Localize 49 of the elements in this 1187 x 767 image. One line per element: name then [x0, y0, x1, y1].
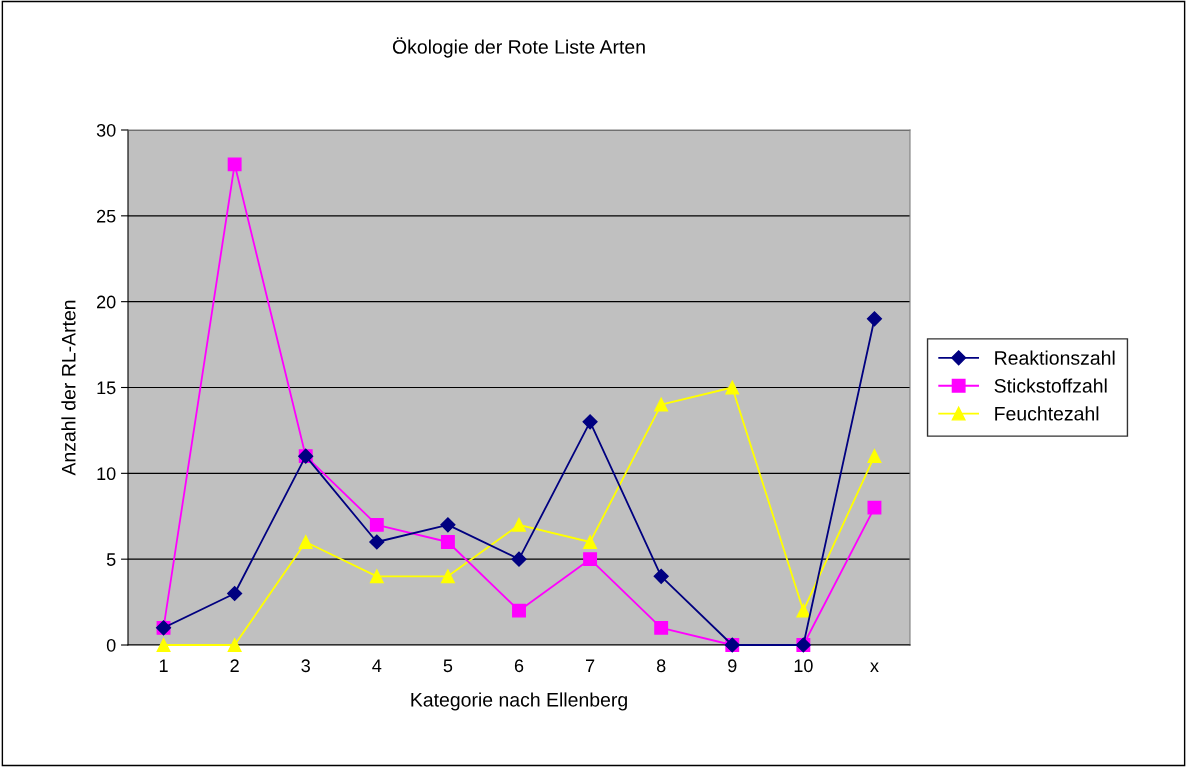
- point: [582, 414, 598, 430]
- y-tick-label: 0: [106, 638, 116, 652]
- point: [583, 535, 598, 549]
- x-tick-label: x: [870, 662, 879, 672]
- point: [654, 620, 669, 635]
- point: [227, 157, 242, 172]
- legend-label: Stickstoffzahl: [994, 378, 1107, 393]
- x-tick-label: 4: [372, 659, 382, 672]
- point: [867, 449, 882, 464]
- x-tick-label: 7: [586, 659, 595, 672]
- y-tick-label: 5: [106, 553, 116, 566]
- point: [512, 603, 526, 618]
- legend-label: Reaktionszahl: [995, 350, 1115, 365]
- point: [653, 568, 669, 584]
- point: [369, 569, 384, 584]
- y-tick-label: 15: [97, 381, 116, 395]
- x-tick-label: 10: [794, 659, 813, 673]
- point: [796, 603, 811, 618]
- chart-title: Ökologie der Rote Liste Arten: [392, 37, 645, 58]
- x-tick-label: 5: [443, 659, 453, 673]
- x-tick-label: 8: [656, 659, 666, 673]
- y-tick-label: 25: [97, 209, 116, 223]
- y-tick-label: 30: [96, 123, 116, 137]
- x-tick-label: 6: [514, 659, 524, 673]
- point: [156, 638, 171, 652]
- point: [440, 517, 456, 533]
- x-tick-label: 3: [301, 659, 310, 673]
- point: [866, 311, 883, 327]
- x-tick-label: 9: [728, 659, 737, 673]
- point: [440, 569, 455, 584]
- x-tick-label: 2: [230, 659, 239, 672]
- point: [227, 638, 242, 652]
- point: [725, 380, 740, 395]
- point: [369, 534, 385, 550]
- point: [511, 551, 527, 567]
- point: [440, 535, 455, 549]
- point: [512, 517, 526, 532]
- y-tick-label: 20: [97, 295, 116, 309]
- point: [227, 585, 243, 602]
- point: [298, 535, 313, 549]
- x-tick-label: 1: [159, 659, 168, 672]
- legend-label: Feuchtezahl: [995, 406, 1099, 421]
- y-axis-title: Anzahl der RL-Arten: [61, 300, 76, 476]
- point: [867, 500, 882, 515]
- x-axis-title: Kategorie nach Ellenberg: [411, 692, 627, 711]
- point: [583, 552, 598, 567]
- y-tick-label: 10: [97, 467, 116, 481]
- point: [369, 517, 384, 532]
- point: [654, 397, 669, 412]
